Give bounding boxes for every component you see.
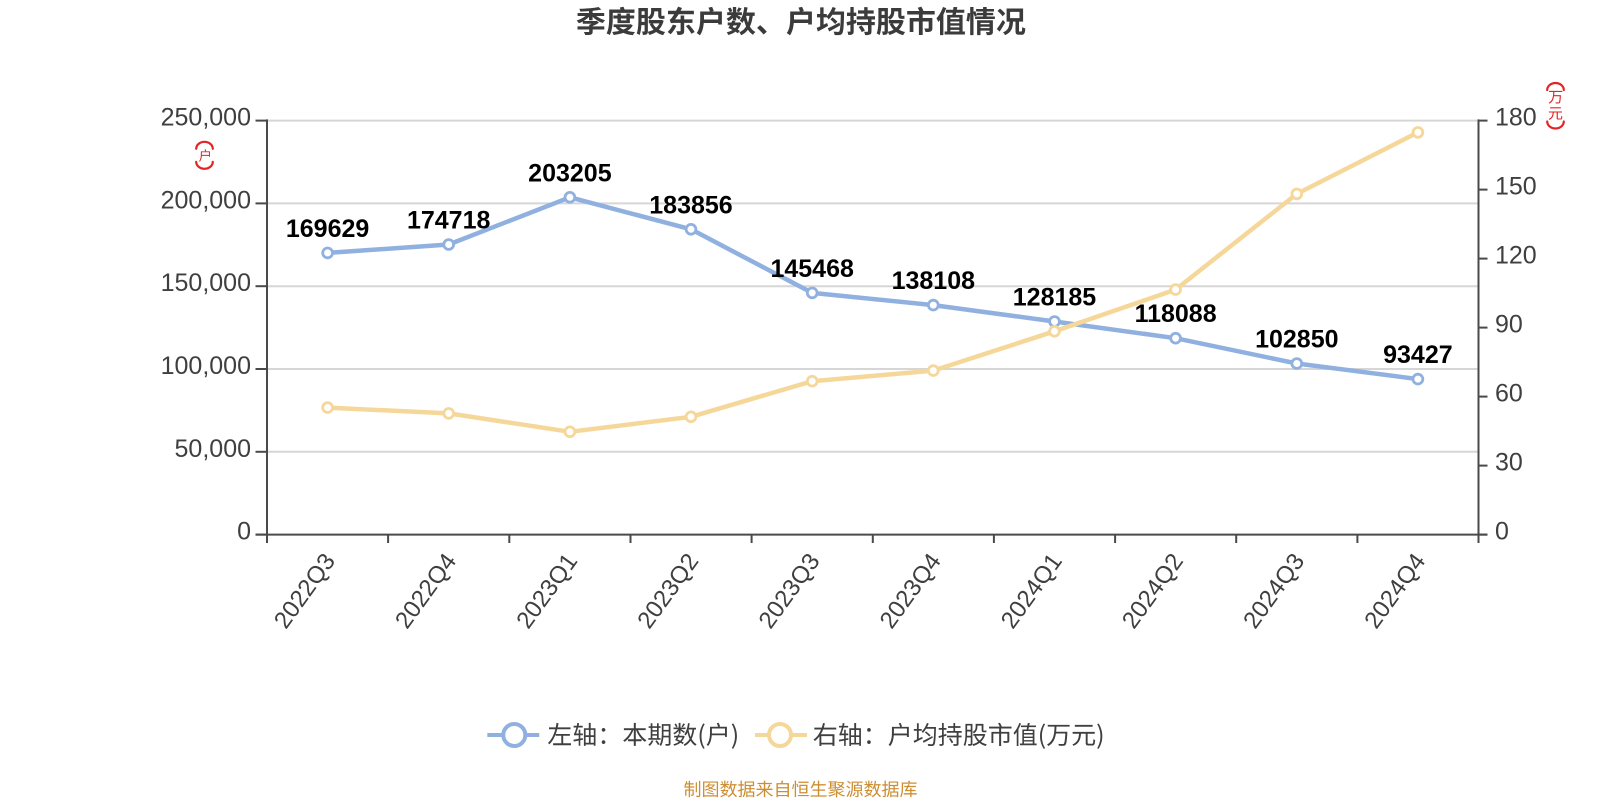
svg-text:169629: 169629 bbox=[286, 215, 369, 243]
svg-text:93427: 93427 bbox=[1383, 341, 1453, 369]
svg-text:174718: 174718 bbox=[407, 207, 491, 235]
svg-text:138108: 138108 bbox=[892, 267, 976, 295]
svg-text:60: 60 bbox=[1495, 380, 1523, 408]
svg-text:120: 120 bbox=[1495, 242, 1537, 270]
svg-text:50,000: 50,000 bbox=[175, 435, 251, 463]
svg-text:100,000: 100,000 bbox=[161, 352, 251, 380]
svg-text:150: 150 bbox=[1495, 173, 1537, 201]
svg-text:90: 90 bbox=[1495, 311, 1523, 339]
svg-text:30: 30 bbox=[1495, 449, 1523, 477]
svg-text:128185: 128185 bbox=[1013, 284, 1097, 312]
svg-text:203205: 203205 bbox=[528, 159, 612, 187]
svg-text:0: 0 bbox=[237, 518, 251, 546]
svg-text:250,000: 250,000 bbox=[161, 104, 251, 132]
svg-text:180: 180 bbox=[1495, 104, 1537, 132]
svg-text:183856: 183856 bbox=[649, 191, 732, 219]
svg-text:150,000: 150,000 bbox=[161, 269, 251, 297]
svg-text:200,000: 200,000 bbox=[161, 186, 251, 214]
svg-text:118088: 118088 bbox=[1135, 300, 1217, 328]
svg-text:102850: 102850 bbox=[1255, 326, 1338, 354]
svg-text:145468: 145468 bbox=[770, 255, 854, 283]
svg-text:0: 0 bbox=[1495, 518, 1509, 546]
